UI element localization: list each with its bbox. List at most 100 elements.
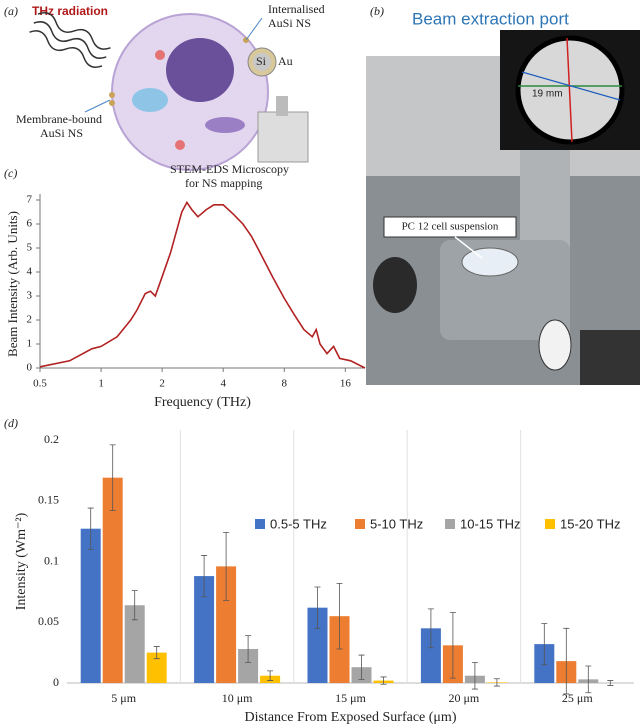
membrane-label: Membrane-bound bbox=[16, 112, 102, 126]
x-tick-label: 8 bbox=[282, 378, 288, 390]
error-bar bbox=[131, 590, 138, 621]
error-bar bbox=[245, 635, 252, 663]
panel-b: (b) Beam extraction port 19 mm PC 12 cel… bbox=[366, 4, 640, 385]
x-tick-label: 5 μm bbox=[111, 691, 136, 705]
internalised-label: AuSi NS bbox=[268, 16, 311, 30]
nanosphere bbox=[109, 92, 115, 98]
x-tick-label: 16 bbox=[340, 378, 352, 390]
organelle bbox=[132, 88, 168, 112]
organelle bbox=[205, 117, 245, 133]
x-tick-label: 10 μm bbox=[222, 691, 253, 705]
error-bar bbox=[427, 608, 434, 649]
y-tick-label: 2 bbox=[27, 314, 33, 326]
y-tick-label: 0 bbox=[53, 675, 59, 689]
measure-line bbox=[566, 37, 573, 143]
x-tick-label: 0.5 bbox=[33, 378, 47, 390]
error-bar bbox=[336, 582, 343, 650]
arrow bbox=[84, 99, 111, 113]
bar bbox=[420, 628, 441, 683]
photo-table bbox=[580, 330, 640, 385]
x-tick-label: 20 μm bbox=[449, 691, 480, 705]
photo-title: Beam extraction port bbox=[412, 9, 569, 28]
nanosphere-core bbox=[253, 53, 271, 71]
bar bbox=[216, 566, 237, 683]
legend-swatch bbox=[545, 519, 555, 529]
panel-label: (d) bbox=[4, 416, 18, 430]
error-bar bbox=[449, 612, 456, 679]
y-tick-label: 0.1 bbox=[44, 553, 59, 567]
y-tick-label: 7 bbox=[27, 194, 33, 206]
microscopy-label: STEM-EDS Microscopy bbox=[170, 162, 289, 176]
measure-line bbox=[521, 71, 621, 101]
legend-label: 15-20 THz bbox=[560, 516, 620, 531]
panel-a: (a) THz radiation Si Au Internalised AuS… bbox=[4, 2, 325, 190]
x-tick-label: 1 bbox=[98, 378, 104, 390]
photo-window bbox=[538, 319, 572, 371]
error-bar bbox=[585, 665, 592, 694]
legend-swatch bbox=[255, 519, 265, 529]
photo-window bbox=[461, 247, 519, 277]
x-axis-label: Frequency (THz) bbox=[154, 395, 251, 410]
legend-swatch bbox=[355, 519, 365, 529]
bar bbox=[80, 528, 101, 683]
legend-label: 0.5-5 THz bbox=[270, 516, 327, 531]
x-tick-label: 2 bbox=[159, 378, 165, 390]
bar bbox=[102, 477, 123, 683]
arrow bbox=[245, 17, 263, 41]
y-tick-label: 6 bbox=[27, 218, 33, 230]
x-tick-label: 15 μm bbox=[335, 691, 366, 705]
legend-label: 10-15 THz bbox=[460, 516, 520, 531]
y-tick-label: 0.15 bbox=[38, 493, 59, 507]
spectrum-line bbox=[39, 200, 366, 369]
panel-label: (a) bbox=[4, 4, 18, 18]
si-label: Si bbox=[256, 54, 267, 68]
legend-label: 5-10 THz bbox=[370, 516, 423, 531]
y-tick-label: 0 bbox=[27, 362, 33, 374]
error-bar bbox=[201, 555, 208, 598]
error-bar bbox=[87, 507, 94, 550]
error-bar bbox=[607, 680, 614, 686]
error-bar bbox=[541, 623, 548, 666]
thz-label: THz radiation bbox=[32, 4, 108, 18]
error-bar bbox=[493, 678, 500, 687]
bar bbox=[238, 648, 259, 683]
y-axis-label: Beam Intensity (Arb. Units) bbox=[5, 211, 20, 357]
y-tick-label: 5 bbox=[27, 242, 33, 254]
microscope bbox=[276, 96, 288, 116]
bar bbox=[146, 652, 167, 683]
y-tick-label: 4 bbox=[27, 266, 33, 278]
callout-label: PC 12 cell suspension bbox=[402, 221, 499, 233]
error-bar bbox=[267, 670, 274, 681]
measure-label: 19 mm bbox=[532, 89, 563, 100]
nucleus bbox=[166, 38, 234, 102]
error-bar bbox=[153, 646, 160, 660]
callout-arrow bbox=[454, 236, 483, 259]
x-tick-label: 25 μm bbox=[562, 691, 593, 705]
y-tick-label: 0.05 bbox=[38, 614, 59, 628]
error-bar bbox=[223, 531, 230, 601]
bar bbox=[124, 605, 145, 683]
panel-label: (c) bbox=[4, 166, 17, 180]
organelle bbox=[175, 140, 185, 150]
internalised-label: Internalised bbox=[268, 2, 325, 16]
membrane-label: AuSi NS bbox=[40, 126, 83, 140]
nanosphere bbox=[109, 100, 115, 106]
x-axis-label: Distance From Exposed Surface (μm) bbox=[244, 710, 456, 725]
x-tick-label: 4 bbox=[220, 378, 226, 390]
bar bbox=[194, 576, 215, 683]
organelle bbox=[155, 50, 165, 60]
microscopy-label: for NS mapping bbox=[185, 176, 262, 190]
error-bar bbox=[471, 661, 478, 690]
error-bar bbox=[380, 676, 387, 685]
y-axis-label: Intensity (Wm⁻²) bbox=[14, 512, 29, 610]
error-bar bbox=[109, 444, 116, 511]
error-bar bbox=[358, 654, 365, 680]
bar bbox=[329, 616, 350, 683]
y-tick-label: 1 bbox=[27, 338, 33, 350]
photo-flange bbox=[373, 257, 417, 313]
microscope bbox=[257, 111, 309, 163]
au-label: Au bbox=[278, 54, 293, 68]
panel-label: (b) bbox=[370, 4, 384, 18]
callout-box bbox=[383, 216, 517, 238]
